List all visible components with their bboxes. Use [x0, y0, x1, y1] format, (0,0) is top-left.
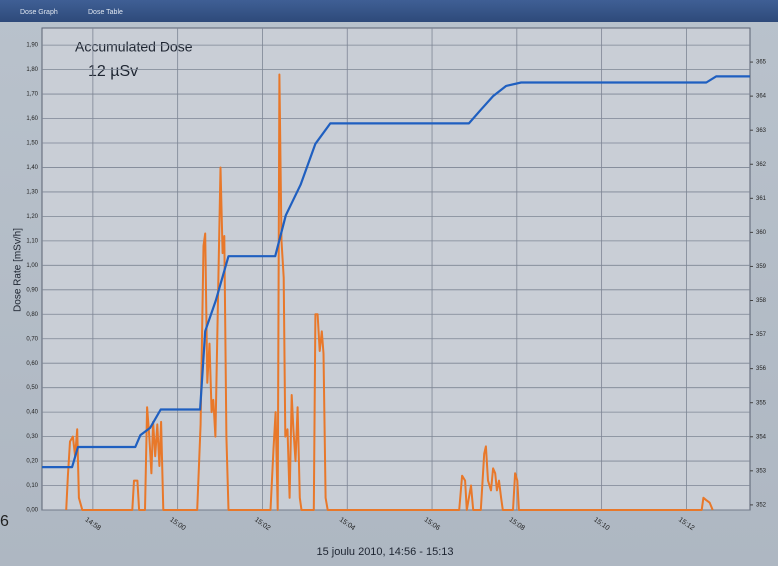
x-tick-label: 15:04	[338, 516, 356, 532]
x-tick-label: 15:12	[677, 516, 695, 532]
x-tick-label: 15:08	[507, 516, 525, 532]
x-tick-label: 14:58	[83, 516, 101, 532]
y-tick-label: 0,60	[26, 361, 38, 367]
y2-tick-label: 354	[756, 434, 767, 440]
y2-tick-label: 364	[756, 94, 767, 100]
chart: Accumulated Dose 12 µSv Dose Rate [mSv/h…	[0, 0, 778, 566]
y-tick-label: 1,10	[26, 238, 38, 244]
y2-tick-label: 358	[756, 298, 767, 304]
y-tick-label: 0,40	[26, 410, 38, 416]
y2-tick-label: 361	[756, 196, 767, 202]
y-tick-label: 0,10	[26, 483, 38, 489]
y-tick-label: 1,30	[26, 190, 38, 196]
annotation: 12 µSv	[88, 63, 138, 80]
y2-tick-label: 352	[756, 502, 767, 508]
y-tick-label: 0,80	[26, 312, 38, 318]
y2-tick-label: 353	[756, 468, 767, 474]
y-tick-label: 1,70	[26, 92, 38, 98]
x-tick-label: 15:02	[253, 516, 271, 532]
y2-tick-label: 365	[756, 60, 767, 66]
y2-tick-label: 362	[756, 162, 767, 168]
y2-tick-label: 363	[756, 128, 767, 134]
y-tick-label: 1,50	[26, 141, 38, 147]
y-tick-label: 1,90	[26, 43, 38, 49]
y2-tick-label: 357	[756, 332, 767, 338]
y-tick-label: 1,00	[26, 263, 38, 269]
stray-text: 6	[0, 513, 9, 530]
y2-tick-label: 355	[756, 400, 767, 406]
y2-tick-label: 356	[756, 366, 767, 372]
x-axis-label: 15 joulu 2010, 14:56 - 15:13	[316, 546, 453, 558]
y2-tick-label: 359	[756, 264, 767, 270]
x-tick-label: 15:00	[168, 516, 186, 532]
screen: Dose Graph Dose Table Accumulated Dose 1…	[0, 0, 778, 566]
y2-tick-label: 360	[756, 230, 767, 236]
y-tick-label: 1,40	[26, 165, 38, 171]
y-tick-label: 1,60	[26, 116, 38, 122]
y-axis-label: Dose Rate [mSv/h]	[13, 228, 24, 312]
y-tick-label: 0,90	[26, 287, 38, 293]
y-tick-label: 0,00	[26, 508, 38, 514]
y-tick-label: 0,20	[26, 459, 38, 465]
y-tick-label: 0,50	[26, 385, 38, 391]
y-tick-label: 0,70	[26, 336, 38, 342]
x-tick-label: 15:06	[423, 516, 441, 532]
y-tick-label: 0,30	[26, 434, 38, 440]
x-tick-label: 15:10	[592, 516, 610, 532]
y-tick-label: 1,20	[26, 214, 38, 220]
y-tick-label: 1,80	[26, 67, 38, 73]
plot-area	[42, 28, 750, 510]
